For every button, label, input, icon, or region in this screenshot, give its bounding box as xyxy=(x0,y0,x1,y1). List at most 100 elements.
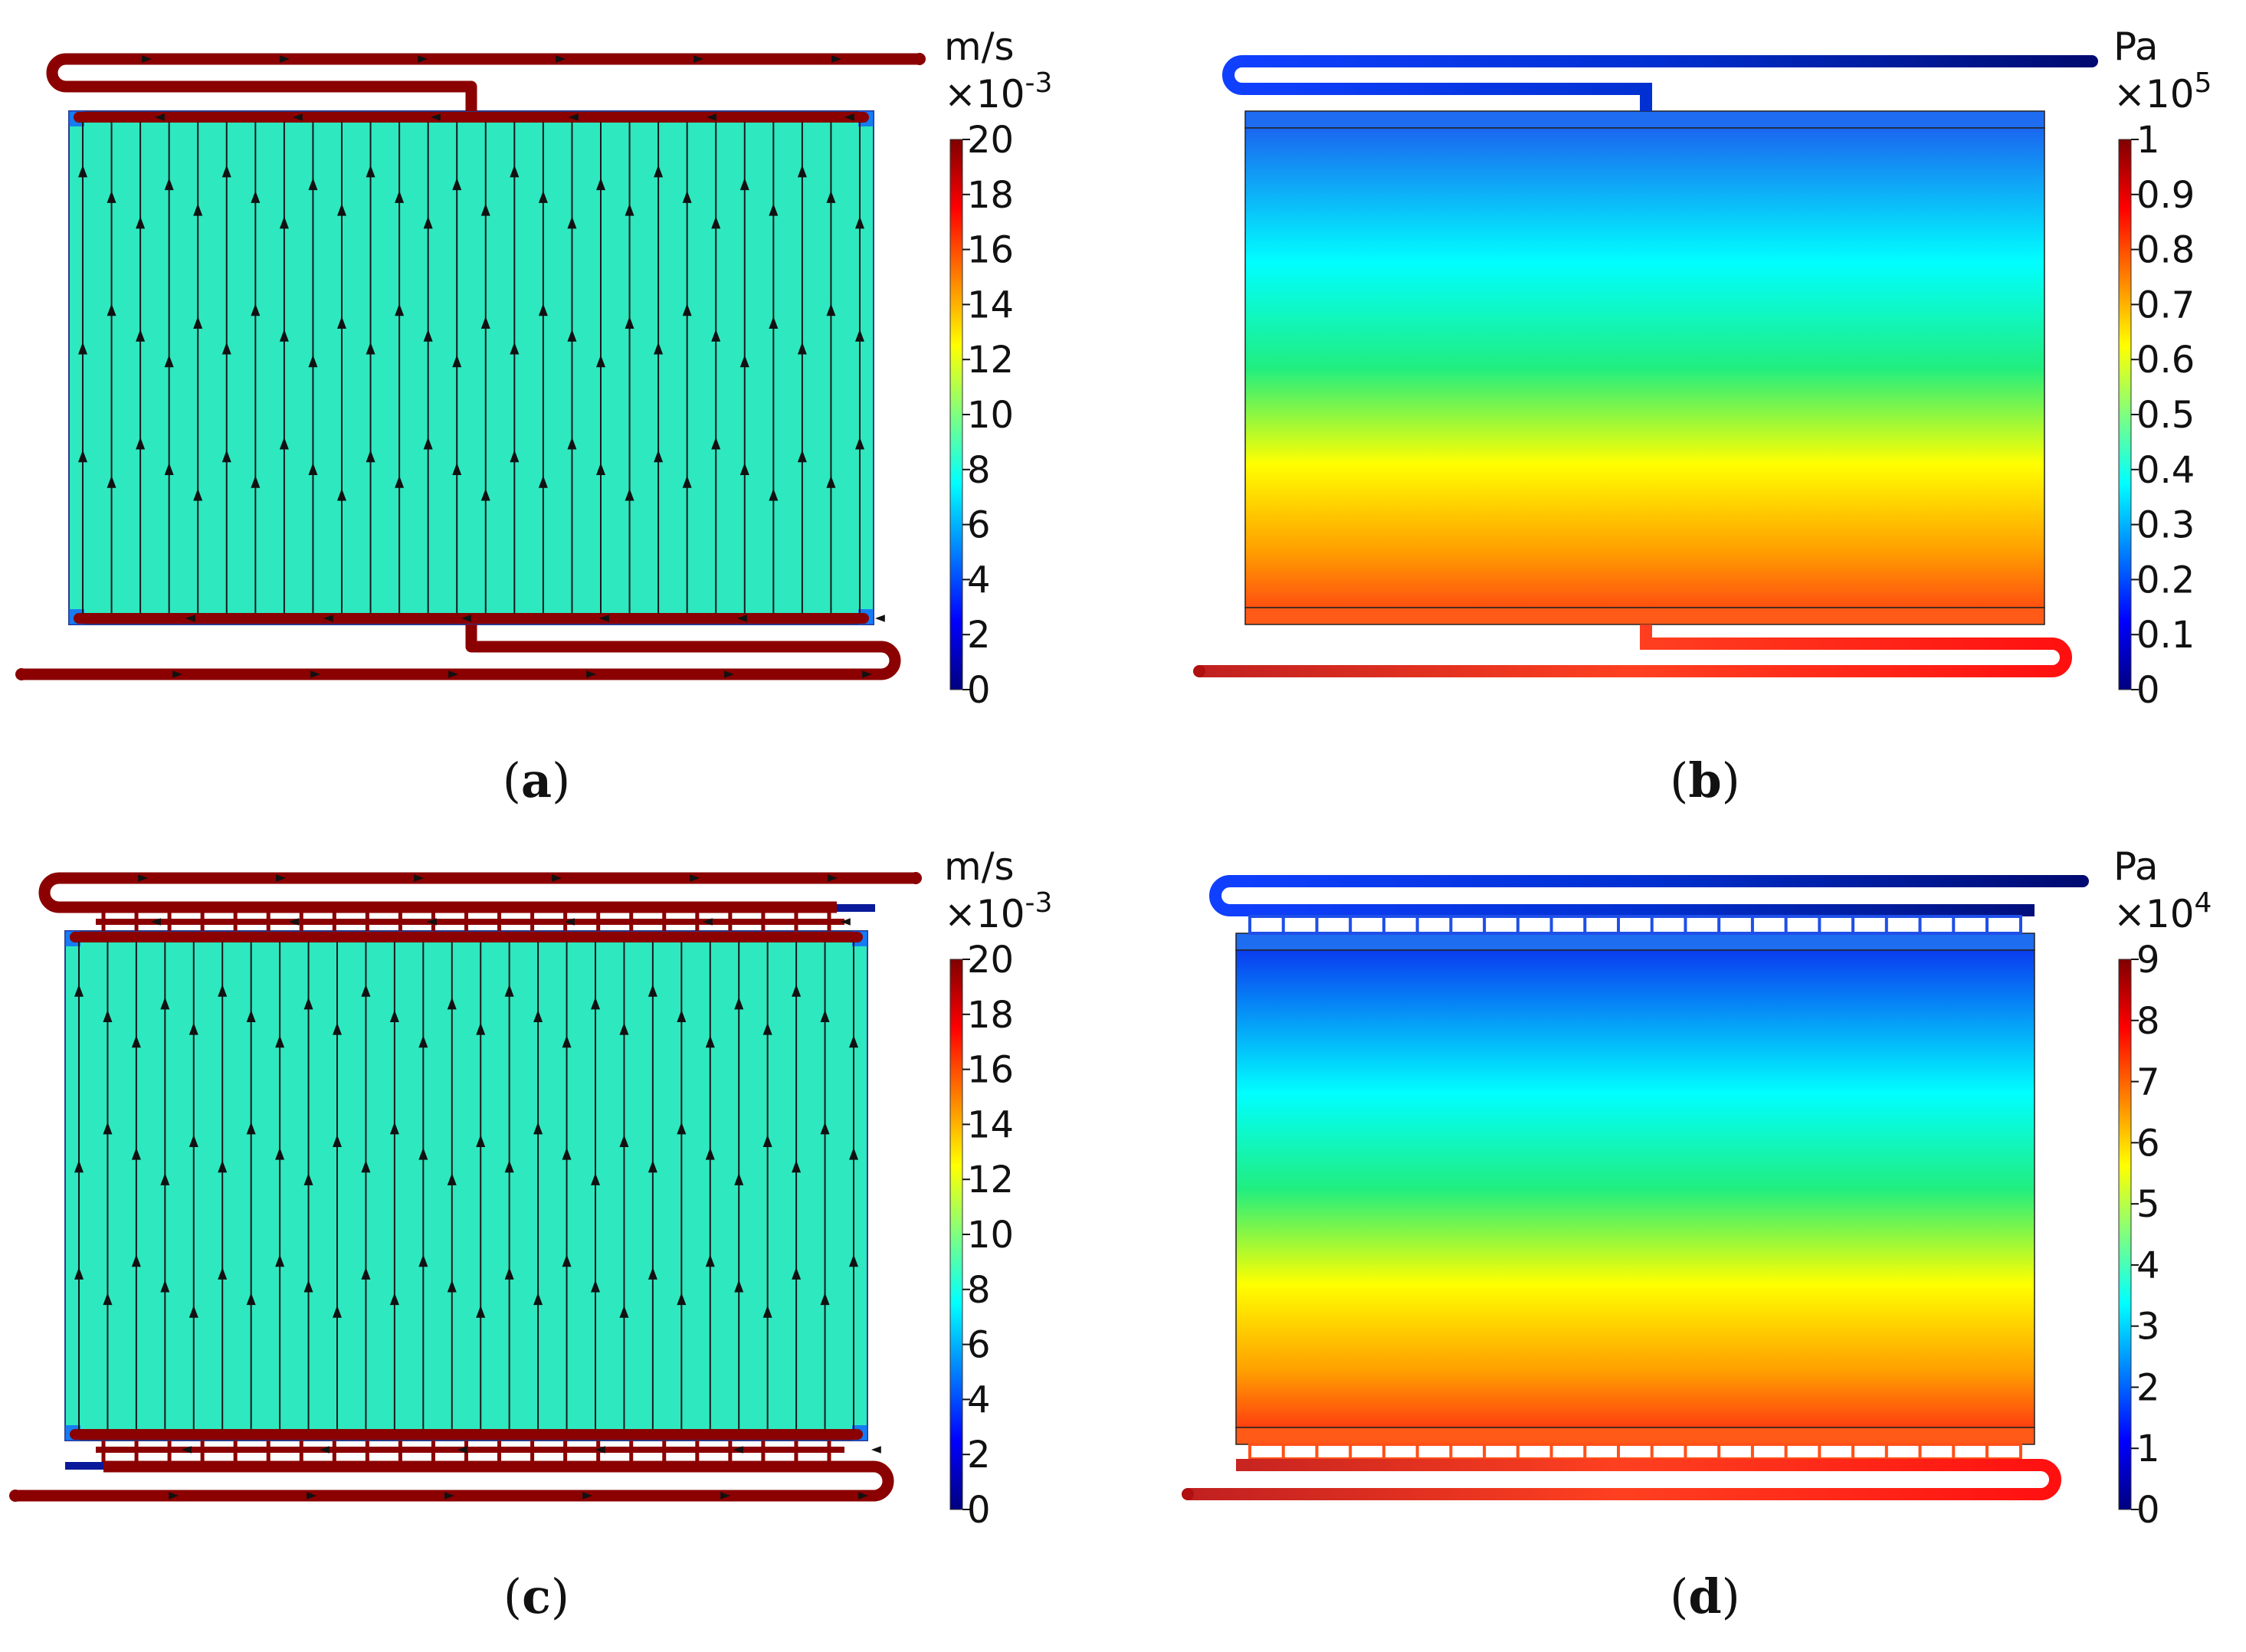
manifold-cell xyxy=(1315,915,1353,935)
flow-arrow xyxy=(849,1147,858,1160)
flow-arrow xyxy=(648,1160,657,1173)
flow-arrow xyxy=(276,874,286,882)
colorbar-tick-label: 3 xyxy=(2136,1306,2160,1349)
flow-arrow xyxy=(826,190,836,203)
multiplier-label: ×10-3 xyxy=(944,67,1052,116)
flow-arrow xyxy=(480,488,490,501)
top-pipe xyxy=(46,53,920,111)
caption-open: ( xyxy=(1670,1568,1688,1624)
flow-arrow xyxy=(103,1293,113,1306)
unit-label: Pa xyxy=(2113,25,2159,69)
manifold-cell xyxy=(1516,915,1553,935)
manifold-cell xyxy=(1784,915,1821,935)
manifold-cell xyxy=(1818,1443,1855,1460)
flow-arrow xyxy=(461,615,471,622)
flow-arrow xyxy=(625,203,634,216)
flow-arrow xyxy=(693,55,703,63)
colorbar-tick-label: 12 xyxy=(967,339,1014,382)
manifold-cell xyxy=(1415,1443,1453,1460)
pipe-endpoint xyxy=(913,53,926,65)
flow-arrow xyxy=(427,918,437,926)
panel-caption: (a) xyxy=(503,752,571,808)
caption-close: ) xyxy=(1722,1568,1740,1624)
flow-arrow xyxy=(619,1305,629,1318)
flow-arrow xyxy=(595,1446,605,1454)
manifold-cell xyxy=(1617,1443,1654,1460)
colorbar-tick-label: 7 xyxy=(2136,1061,2160,1104)
flow-arrow xyxy=(251,303,261,316)
flow-arrow xyxy=(831,55,841,63)
flow-arrow xyxy=(871,1446,881,1454)
manifold-cell xyxy=(1281,1443,1319,1460)
flow-arrow xyxy=(510,342,520,355)
flow-arrow xyxy=(739,355,749,368)
flow-arrow xyxy=(739,463,749,475)
flow-arrow xyxy=(739,178,749,191)
flow-arrow xyxy=(591,1172,600,1185)
colorbar-tick-label: 1 xyxy=(2136,119,2160,162)
flow-arrow xyxy=(366,165,375,178)
colorbar xyxy=(949,959,963,1510)
flow-arrow xyxy=(172,670,182,678)
panel-caption: (d) xyxy=(1670,1568,1740,1624)
flow-arrow xyxy=(711,329,721,342)
flow-arrow xyxy=(444,1492,454,1500)
flow-arrow xyxy=(841,918,851,926)
flow-arrow xyxy=(625,488,634,501)
flow-arrow xyxy=(457,1446,467,1454)
manifold-cell xyxy=(1851,915,1889,935)
flow-arrow xyxy=(586,670,596,678)
caption-close: ) xyxy=(551,1568,569,1624)
colorbar-tick-label: 6 xyxy=(967,504,991,547)
flow-arrow xyxy=(303,1280,313,1293)
flow-arrow xyxy=(769,488,779,501)
flow-arrow xyxy=(389,1293,399,1306)
flow-arrow xyxy=(711,437,721,450)
flow-arrow xyxy=(569,113,579,121)
flow-arrow xyxy=(705,1147,715,1160)
multiplier-label: ×104 xyxy=(2113,887,2212,936)
multiplier-base: ×10 xyxy=(2113,892,2195,936)
flow-arrow xyxy=(538,190,548,203)
flow-arrow xyxy=(562,1147,572,1160)
flow-arrow xyxy=(448,670,458,678)
flow-arrow xyxy=(155,113,165,121)
flow-arrow xyxy=(275,1147,285,1160)
colorbar-tick-label: 0 xyxy=(967,669,991,712)
flow-arrow xyxy=(734,997,744,1010)
flow-arrow xyxy=(596,355,605,368)
flow-arrow xyxy=(74,1267,84,1280)
flow-arrow xyxy=(654,165,664,178)
flow-arrow xyxy=(734,1280,744,1293)
flow-arrow xyxy=(567,216,577,229)
colorbar-tick-label: 4 xyxy=(967,559,991,601)
colorbar-tick-label: 10 xyxy=(967,394,1014,437)
multiplier-exponent: 5 xyxy=(2195,67,2212,99)
flow-arrow xyxy=(131,1035,141,1048)
flow-arrow xyxy=(136,329,146,342)
bottom-header-band xyxy=(74,613,869,624)
colorbar-tick-label: 16 xyxy=(967,1049,1014,1092)
multiplier-exponent: -3 xyxy=(1025,67,1053,99)
flow-arrow xyxy=(246,1293,256,1306)
flow-arrow xyxy=(724,670,734,678)
flow-arrow xyxy=(320,1446,330,1454)
colorbar-tick-label: 18 xyxy=(967,994,1014,1037)
flow-arrow xyxy=(562,1254,572,1267)
flow-arrow xyxy=(361,1267,371,1280)
manifold-cell xyxy=(1583,1443,1621,1460)
caption-open: ( xyxy=(1670,752,1688,808)
flow-arrow xyxy=(596,178,605,191)
flow-arrow xyxy=(107,190,116,203)
flow-arrow xyxy=(504,1160,514,1173)
manifold-cell xyxy=(1583,915,1621,935)
flow-arrow xyxy=(107,303,116,316)
panel-caption: (c) xyxy=(503,1568,569,1624)
pipe-endpoint xyxy=(1182,1488,1194,1500)
flow-arrow xyxy=(160,1172,170,1185)
manifold-cell xyxy=(1717,1443,1755,1460)
flow-arrow xyxy=(762,1305,772,1318)
colorbar-tick-label: 1 xyxy=(2136,1427,2160,1470)
manifold-cell xyxy=(1415,915,1453,935)
flow-arrow xyxy=(820,1010,830,1023)
